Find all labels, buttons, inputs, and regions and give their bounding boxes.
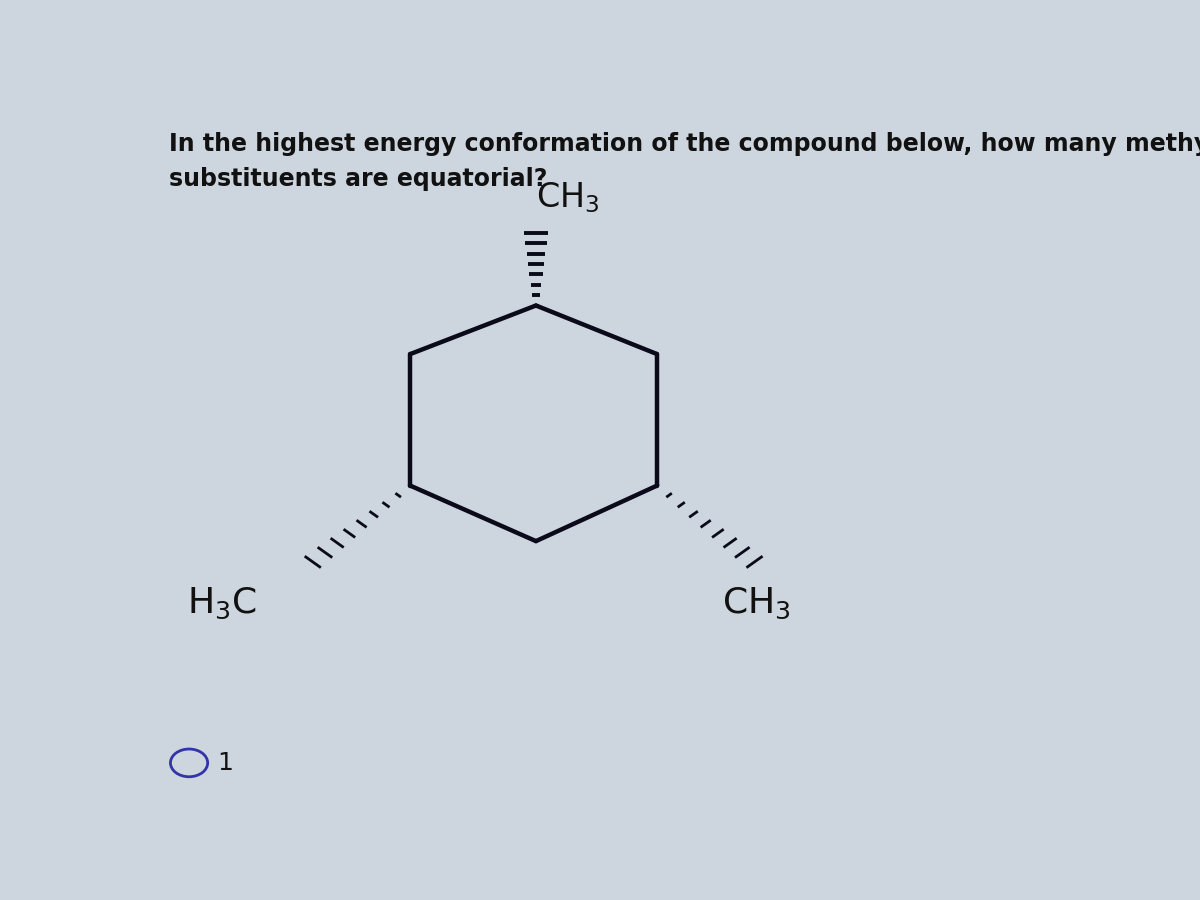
Text: CH$_3$: CH$_3$ <box>722 586 791 621</box>
Text: 1: 1 <box>217 751 233 775</box>
Text: In the highest energy conformation of the compound below, how many methyl: In the highest energy conformation of th… <box>168 132 1200 157</box>
Text: substituents are equatorial?: substituents are equatorial? <box>168 166 547 191</box>
Text: H$_3$C: H$_3$C <box>187 586 257 621</box>
Text: CH$_3$: CH$_3$ <box>536 181 600 215</box>
